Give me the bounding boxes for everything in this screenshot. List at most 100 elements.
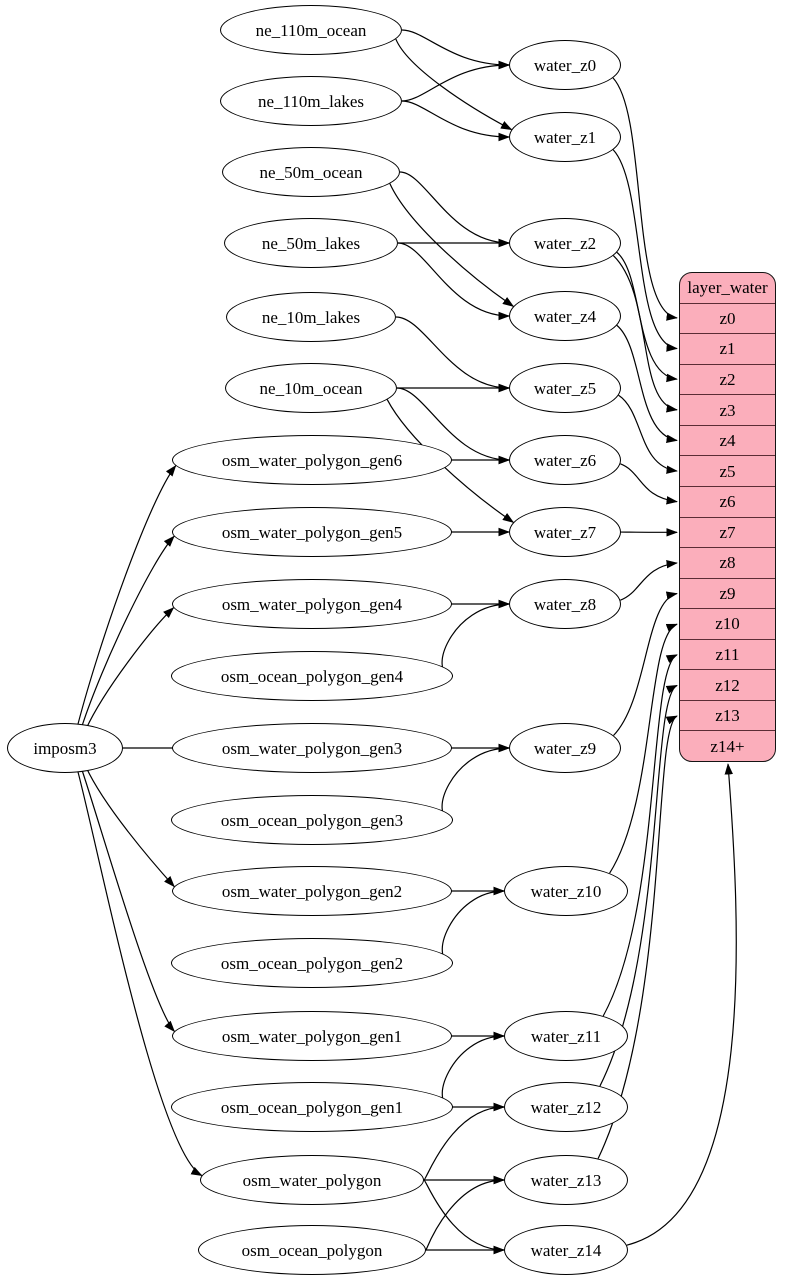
edge-imposm3-to-osm_water_polygon_gen5 bbox=[81, 535, 175, 727]
edge-ne_110m_ocean-to-water_z0 bbox=[401, 29, 510, 70]
node-osm_water_polygon_gen2: osm_water_polygon_gen2 bbox=[172, 866, 452, 916]
node-water_z13: water_z13 bbox=[504, 1155, 628, 1205]
node-label: ne_110m_lakes bbox=[257, 91, 365, 111]
node-osm_ocean_polygon_gen1: osm_ocean_polygon_gen1 bbox=[171, 1082, 453, 1132]
edge-osm_ocean_polygon_gen2-to-water_z10 bbox=[441, 886, 505, 964]
node-label: osm_water_polygon_gen1 bbox=[221, 1026, 403, 1046]
edge-osm_ocean_polygon-to-water_z13 bbox=[425, 1175, 505, 1251]
edge-ne_50m_ocean-to-water_z2 bbox=[399, 171, 510, 248]
node-osm_water_polygon_gen3: osm_water_polygon_gen3 bbox=[172, 723, 452, 773]
record-row-z7: z7 bbox=[680, 516, 775, 548]
node-label: water_z11 bbox=[530, 1026, 602, 1046]
node-ne_110m_lakes: ne_110m_lakes bbox=[220, 76, 402, 126]
edge-imposm3-to-osm_water_polygon_gen6 bbox=[77, 464, 177, 725]
node-osm_ocean_polygon: osm_ocean_polygon bbox=[198, 1225, 426, 1275]
record-row-z13: z13 bbox=[680, 699, 775, 731]
node-label: osm_ocean_polygon_gen4 bbox=[220, 666, 404, 686]
node-label: ne_10m_ocean bbox=[259, 378, 363, 398]
edge-ne_110m_lakes-to-water_z0 bbox=[401, 60, 510, 102]
edge-imposm3-to-osm_water_polygon_gen4 bbox=[85, 607, 175, 730]
edge-ne_110m_lakes-to-water_z1 bbox=[401, 100, 510, 142]
node-label: osm_ocean_polygon_gen2 bbox=[220, 953, 404, 973]
edge-osm_ocean_polygon_gen4-to-water_z8 bbox=[441, 599, 510, 677]
record-row-z8: z8 bbox=[680, 547, 775, 578]
node-osm_water_polygon_gen5: osm_water_polygon_gen5 bbox=[172, 507, 452, 557]
node-label: water_z9 bbox=[533, 738, 597, 758]
edge-water_z1-to-layer_water-z1 bbox=[612, 149, 678, 352]
node-water_z10: water_z10 bbox=[504, 866, 628, 916]
node-water_z6: water_z6 bbox=[509, 435, 621, 485]
node-osm_water_polygon_gen6: osm_water_polygon_gen6 bbox=[172, 435, 452, 485]
node-label: water_z13 bbox=[530, 1170, 602, 1190]
record-row-z4: z4 bbox=[680, 424, 775, 456]
record-row-z9: z9 bbox=[680, 577, 775, 609]
record-row-z3: z3 bbox=[680, 394, 775, 425]
node-water_z5: water_z5 bbox=[509, 363, 621, 413]
node-osm_water_polygon_gen4: osm_water_polygon_gen4 bbox=[172, 579, 452, 629]
node-label: ne_110m_ocean bbox=[255, 20, 367, 40]
node-label: osm_water_polygon_gen6 bbox=[221, 450, 403, 470]
record-header: layer_water bbox=[687, 278, 768, 298]
node-label: ne_10m_lakes bbox=[261, 307, 361, 327]
record-row-z6: z6 bbox=[680, 485, 775, 517]
edge-water_z4-to-layer_water-z4 bbox=[616, 324, 678, 443]
node-water_z8: water_z8 bbox=[509, 579, 621, 629]
edge-water_z14-to-layer_water-z14+ bbox=[626, 763, 737, 1246]
node-label: osm_water_polygon_gen3 bbox=[221, 738, 403, 758]
node-label: water_z7 bbox=[533, 522, 597, 542]
node-water_z12: water_z12 bbox=[504, 1082, 628, 1132]
node-label: water_z10 bbox=[530, 881, 602, 901]
edge-osm_water_polygon-to-water_z12 bbox=[423, 1102, 505, 1181]
node-label: water_z12 bbox=[530, 1097, 602, 1117]
record-row-z5: z5 bbox=[680, 455, 775, 486]
node-imposm3: imposm3 bbox=[7, 723, 123, 773]
node-label: ne_50m_lakes bbox=[261, 233, 361, 253]
node-label: water_z5 bbox=[533, 378, 597, 398]
node-label: osm_ocean_polygon bbox=[241, 1240, 383, 1260]
edge-imposm3-to-osm_water_polygon_gen1 bbox=[81, 769, 175, 1033]
record-row-z14+: z14+ bbox=[680, 730, 775, 761]
node-osm_water_polygon: osm_water_polygon bbox=[200, 1155, 424, 1205]
edge-ne_50m_lakes-to-water_z4 bbox=[397, 242, 510, 321]
edge-water_z5-to-layer_water-z5 bbox=[618, 394, 678, 474]
edge-water_z2-to-layer_water-z3 bbox=[612, 255, 678, 413]
record-row-z0: z0 bbox=[680, 302, 775, 334]
edge-osm_water_polygon-to-water_z14 bbox=[423, 1179, 505, 1255]
edge-ne_10m_lakes-to-water_z5 bbox=[395, 316, 510, 393]
node-osm_water_polygon_gen1: osm_water_polygon_gen1 bbox=[172, 1011, 452, 1061]
record-row-z12: z12 bbox=[680, 669, 775, 700]
record-row-z1: z1 bbox=[680, 333, 775, 364]
edge-imposm3-to-osm_water_polygon_gen2 bbox=[85, 766, 175, 888]
node-osm_ocean_polygon_gen2: osm_ocean_polygon_gen2 bbox=[171, 938, 453, 988]
node-osm_ocean_polygon_gen3: osm_ocean_polygon_gen3 bbox=[171, 795, 453, 845]
node-water_z7: water_z7 bbox=[509, 507, 621, 557]
edge-osm_ocean_polygon_gen3-to-water_z9 bbox=[441, 743, 510, 821]
node-label: osm_water_polygon_gen2 bbox=[221, 881, 403, 901]
record-row-z2: z2 bbox=[680, 363, 775, 395]
node-label: osm_water_polygon_gen4 bbox=[221, 594, 403, 614]
node-water_z2: water_z2 bbox=[509, 218, 621, 268]
node-water_z11: water_z11 bbox=[504, 1011, 628, 1061]
node-label: imposm3 bbox=[33, 738, 97, 758]
record-row-z11: z11 bbox=[680, 638, 775, 670]
node-label: osm_ocean_polygon_gen3 bbox=[220, 810, 404, 830]
edge-water_z2-to-layer_water-z2 bbox=[616, 251, 678, 383]
node-label: osm_water_polygon_gen5 bbox=[221, 522, 403, 542]
node-ne_50m_lakes: ne_50m_lakes bbox=[224, 218, 398, 268]
edge-water_z13-to-layer_water-z13 bbox=[597, 715, 678, 1159]
node-ne_110m_ocean: ne_110m_ocean bbox=[220, 5, 402, 55]
node-label: osm_water_polygon bbox=[242, 1170, 382, 1190]
node-water_z4: water_z4 bbox=[509, 291, 621, 341]
edge-water_z0-to-layer_water-z0 bbox=[612, 77, 678, 321]
node-osm_ocean_polygon_gen4: osm_ocean_polygon_gen4 bbox=[171, 651, 453, 701]
node-water_z0: water_z0 bbox=[509, 40, 621, 90]
edge-imposm3-to-osm_water_polygon bbox=[77, 771, 203, 1177]
node-water_z14: water_z14 bbox=[504, 1225, 628, 1275]
edge-ne_110m_ocean-to-water_z1 bbox=[395, 38, 513, 131]
node-ne_10m_lakes: ne_10m_lakes bbox=[226, 292, 396, 342]
node-water_z9: water_z9 bbox=[509, 723, 621, 773]
edge-water_z11-to-layer_water-z11 bbox=[602, 654, 678, 1017]
node-label: water_z14 bbox=[530, 1240, 602, 1260]
